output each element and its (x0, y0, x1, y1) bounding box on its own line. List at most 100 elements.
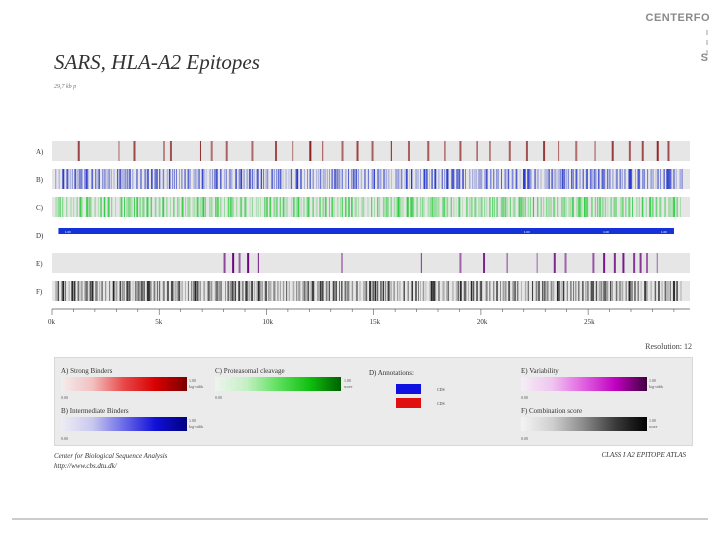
track-4-mark-17 (633, 253, 636, 273)
track-2-mark-160 (504, 197, 507, 217)
track-5-mark-223 (672, 281, 676, 301)
track-2-mark-184 (570, 197, 572, 217)
track-0-mark-16 (390, 141, 392, 161)
track-2-mark-57 (220, 197, 222, 217)
track-2-mark-102 (351, 197, 353, 217)
track-2-mark-139 (446, 197, 449, 217)
track-0-mark-33 (667, 141, 670, 161)
legend-f-title: F) Combination score (521, 407, 583, 415)
track-5-mark-97 (310, 281, 312, 301)
track-2-mark-7 (76, 197, 78, 217)
track-2-mark-145 (466, 197, 468, 217)
track-2-mark-69 (256, 197, 258, 217)
track-2-mark-210 (636, 197, 638, 217)
legend-c-note: score (344, 384, 353, 389)
track-1-mark-28 (125, 169, 127, 189)
track-1-mark-149 (456, 169, 459, 189)
track-1-mark-225 (660, 169, 662, 189)
track-5-mark-158 (481, 281, 483, 301)
track-5-mark-40 (162, 281, 165, 301)
track-1-mark-139 (429, 169, 430, 189)
track-2-mark-165 (518, 197, 521, 217)
legend-f-note: score (649, 424, 658, 429)
track-1-mark-31 (132, 169, 134, 189)
track-5-mark-64 (225, 281, 226, 301)
track-1-mark-104 (334, 169, 337, 189)
track-1-mark-2 (62, 169, 65, 189)
footer-institution-url[interactable]: http://www.cbs.dtu.dk/ (54, 462, 117, 470)
track-5-mark-189 (574, 281, 577, 301)
track-1-mark-160 (484, 169, 486, 189)
track-5-mark-115 (355, 281, 358, 301)
track-1-mark-158 (479, 169, 482, 189)
track-2-mark-101 (348, 197, 350, 217)
track-1-mark-215 (635, 169, 636, 189)
track-1-mark-194 (575, 169, 578, 189)
track-1-mark-219 (644, 169, 646, 189)
track-5-mark-47 (181, 281, 183, 301)
track-5-mark-108 (336, 281, 337, 301)
track-2-mark-175 (546, 197, 548, 217)
track-5-mark-50 (191, 281, 193, 301)
track-1-mark-190 (565, 169, 568, 189)
track-1-mark-189 (563, 169, 565, 189)
track-1-mark-129 (404, 169, 406, 189)
track-0-mark-27 (575, 141, 578, 161)
track-2-mark-216 (655, 197, 658, 217)
track-2-mark-91 (319, 197, 321, 217)
track-2-mark-141 (453, 197, 455, 217)
track-5-mark-67 (232, 281, 234, 301)
track-5-mark-185 (563, 281, 565, 301)
track-2-mark-146 (468, 197, 471, 217)
track-5-mark-142 (434, 281, 437, 301)
track-2-mark-89 (312, 197, 314, 217)
track-1-mark-208 (615, 169, 618, 189)
track-0-mark-9 (275, 141, 278, 161)
track-2-mark-41 (177, 197, 179, 217)
track-1-mark-32 (136, 169, 138, 189)
track-1-mark-84 (279, 169, 282, 189)
track-5-mark-182 (556, 281, 559, 301)
track-2-mark-217 (659, 197, 662, 217)
track-5-mark-23 (121, 281, 123, 301)
legend-a-max: 1.00 (189, 378, 196, 383)
track-2-mark-45 (187, 197, 189, 217)
track-2-mark-93 (325, 197, 327, 217)
track-2-mark-159 (502, 197, 505, 217)
track-5-mark-201 (606, 281, 609, 301)
track-4-mark-1 (232, 253, 235, 273)
track-2-mark-125 (411, 197, 413, 217)
track-2-mark-30 (142, 197, 145, 217)
track-1-mark-8 (78, 169, 81, 189)
track-1-mark-105 (336, 169, 339, 189)
track-background-4 (52, 253, 690, 273)
track-5-mark-137 (422, 281, 425, 301)
track-1-mark-218 (642, 169, 644, 189)
track-1-mark-180 (544, 169, 546, 189)
track-1-mark-92 (304, 169, 305, 189)
track-2-mark-163 (512, 197, 515, 217)
track-2-mark-192 (587, 197, 589, 217)
track-5-mark-36 (149, 281, 152, 301)
track-5-mark-161 (489, 281, 491, 301)
track-5-mark-101 (319, 281, 322, 301)
track-2-mark-132 (429, 197, 431, 217)
track-2-mark-13 (94, 197, 96, 217)
track-1-mark-38 (155, 169, 159, 189)
track-5-mark-52 (194, 281, 197, 301)
track-2-mark-134 (434, 197, 436, 217)
track-5-mark-61 (217, 281, 219, 301)
track-5-mark-27 (132, 281, 134, 301)
track-1-mark-81 (274, 169, 275, 189)
footer-institution: Center for Biological Sequence Analysis … (54, 451, 167, 471)
track-1-mark-19 (105, 169, 107, 189)
track-1-mark-29 (126, 169, 129, 189)
track-5-mark-12 (89, 281, 91, 301)
track-1-mark-20 (107, 169, 110, 189)
track-1-mark-201 (595, 169, 597, 189)
track-2-mark-12 (90, 197, 92, 217)
track-1-mark-57 (205, 169, 207, 189)
track-5-mark-204 (615, 281, 618, 301)
track-5-mark-140 (430, 281, 433, 301)
track-5-mark-146 (448, 281, 449, 301)
